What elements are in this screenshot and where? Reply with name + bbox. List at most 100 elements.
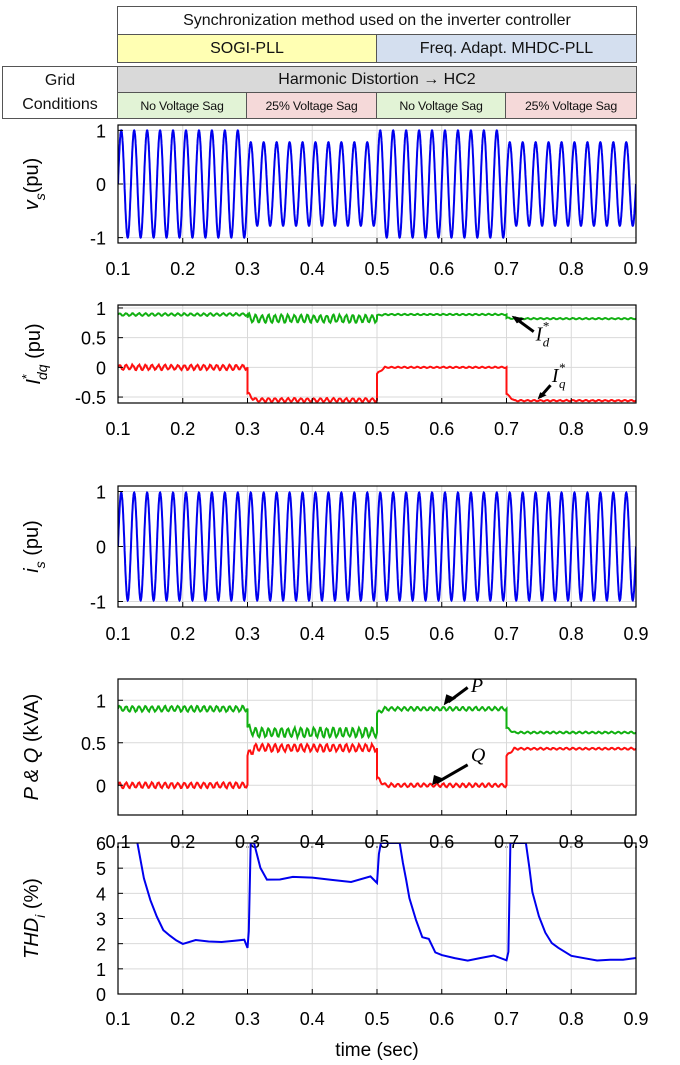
x-tick-label: 0.5: [364, 624, 389, 644]
x-tick-label: 0.6: [429, 419, 454, 439]
x-tick-label: 0.7: [494, 624, 519, 644]
x-tick-label: 0.8: [559, 832, 584, 852]
x-axis-label: time (sec): [335, 1040, 418, 1061]
x-tick-label: 0.6: [429, 624, 454, 644]
x-tick-label: 0.1: [105, 419, 130, 439]
y-tick-label: -1: [90, 593, 106, 613]
x-tick-label: 0.6: [429, 832, 454, 852]
y-axis-label: I*dq (pu): [19, 323, 50, 384]
x-tick-label: 0.8: [559, 259, 584, 279]
y-tick-label: 6: [96, 834, 106, 854]
x-tick-label: 0.1: [105, 624, 130, 644]
annotation-q: Q: [432, 744, 486, 786]
sync-method-title: Synchronization method used on the inver…: [117, 6, 637, 35]
y-axis-label: THDi (%): [21, 878, 48, 959]
annotation-p: P: [443, 675, 483, 706]
x-tick-label: 0.3: [235, 259, 260, 279]
y-tick-label: 1: [96, 299, 106, 319]
y-tick-label: 0.5: [81, 329, 106, 349]
x-tick-label: 0.6: [429, 259, 454, 279]
x-tick-label: 0.2: [170, 1009, 195, 1029]
y-tick-label: 1: [96, 483, 106, 503]
q-label: Q: [471, 744, 486, 766]
method-sogi-pll: SOGI-PLL: [117, 34, 377, 63]
chart-panel-5: 0.1 0.2 0.3 0.4 0.5 0.6 0.7 0.8 0.9 6 5 4 3 2 1 0 THDi (…: [21, 834, 649, 1061]
y-tick-label: 0: [96, 175, 106, 195]
y-tick-label: 0: [96, 776, 106, 796]
series-line-P: [118, 704, 636, 741]
y-tick-label: 0.5: [81, 734, 106, 754]
chart-panel-2: 0.1 0.2 0.3 0.4 0.5 0.6 0.7 0.8 0.9 1 0.5 0 -0.5 I*dq…: [19, 299, 649, 439]
y-tick-label: 0: [96, 358, 106, 378]
series-line-I_d*: [118, 311, 636, 325]
x-tick-label: 0.7: [494, 419, 519, 439]
x-tick-label: 0.9: [623, 1009, 648, 1029]
y-tick-label: 5: [96, 859, 106, 879]
x-tick-label: 0.8: [559, 1009, 584, 1029]
y-tick-label: 1: [96, 121, 106, 141]
series-line-trace1: [118, 490, 636, 603]
x-tick-label: 0.5: [364, 259, 389, 279]
x-tick-label: 0.2: [170, 259, 195, 279]
y-tick-label: 4: [96, 884, 106, 904]
x-tick-label: 0.1: [105, 832, 130, 852]
id-label: I* d: [535, 319, 550, 350]
series-group: [118, 490, 636, 603]
x-tick-label: 0.4: [300, 259, 325, 279]
x-tick-label: 0.1: [105, 1009, 130, 1029]
series-group: [118, 311, 636, 403]
y-tick-label: 1: [96, 960, 106, 980]
x-tick-label: 0.5: [364, 1009, 389, 1029]
x-tick-label: 0.6: [429, 1009, 454, 1029]
y-tick-label: 0: [96, 985, 106, 1005]
chart-panel-1: 0.1 0.2 0.3 0.4 0.5 0.6 0.7 0.8 0.9 1 0 -1 vs(pu): [21, 121, 649, 279]
condition-cell-2: 25% Voltage Sag: [246, 92, 377, 119]
series-group: [118, 704, 636, 791]
x-tick-label: 0.2: [170, 419, 195, 439]
x-tick-label: 0.3: [235, 1009, 260, 1029]
x-tick-label: 0.7: [494, 832, 519, 852]
x-tick-label: 0.8: [559, 624, 584, 644]
x-tick-label: 0.3: [235, 624, 260, 644]
series-group: [136, 843, 636, 962]
x-tick-label: 0.3: [235, 832, 260, 852]
series-line-trace1: [136, 843, 636, 962]
grid-label-line1: Grid: [44, 71, 76, 89]
y-tick-label: 0: [96, 538, 106, 558]
x-tick-label: 0.5: [364, 832, 389, 852]
condition-cell-1: No Voltage Sag: [117, 92, 247, 119]
iq-label: I* q: [551, 360, 566, 391]
x-tick-label: 0.9: [623, 259, 648, 279]
condition-cell-3: No Voltage Sag: [376, 92, 506, 119]
grid-label-line2: Conditions: [22, 95, 98, 113]
series-line-trace1: [118, 129, 636, 239]
y-tick-label: 3: [96, 910, 106, 930]
condition-cell-4: 25% Voltage Sag: [505, 92, 637, 119]
annotation-iq: I* q: [537, 360, 566, 400]
y-axis-label: is (pu): [21, 520, 48, 573]
x-tick-label: 0.7: [494, 1009, 519, 1029]
y-tick-label: 1: [96, 691, 106, 711]
x-tick-label: 0.2: [170, 624, 195, 644]
x-tick-label: 0.7: [494, 259, 519, 279]
x-tick-label: 0.4: [300, 419, 325, 439]
y-axis-label: vs(pu): [21, 158, 48, 211]
grid-conditions-label: Grid Conditions: [2, 66, 118, 119]
y-tick-label: 2: [96, 935, 106, 955]
x-tick-label: 0.5: [364, 419, 389, 439]
x-tick-label: 0.9: [623, 419, 648, 439]
y-tick-label: -0.5: [75, 388, 106, 408]
y-tick-label: -1: [90, 229, 106, 249]
x-tick-label: 0.4: [300, 1009, 325, 1029]
x-tick-label: 0.8: [559, 419, 584, 439]
series-line-Q: [118, 741, 636, 791]
x-tick-label: 0.9: [623, 832, 648, 852]
series-line-I_q*: [118, 362, 636, 403]
x-tick-label: 0.4: [300, 832, 325, 852]
chart-panel-3: 0.1 0.2 0.3 0.4 0.5 0.6 0.7 0.8 0.9 1 0 -1 is (pu): [21, 483, 649, 645]
chart-panel-4: 0.1 0.2 0.3 0.4 0.5 0.6 0.7 0.8 0.9 1 0.5 0 P & Q (k…: [21, 675, 649, 852]
annotation-id: I* d: [511, 315, 550, 350]
method-mhdc-pll: Freq. Adapt. MHDC-PLL: [376, 34, 637, 63]
y-axis-label: P & Q (kVA): [21, 694, 43, 801]
